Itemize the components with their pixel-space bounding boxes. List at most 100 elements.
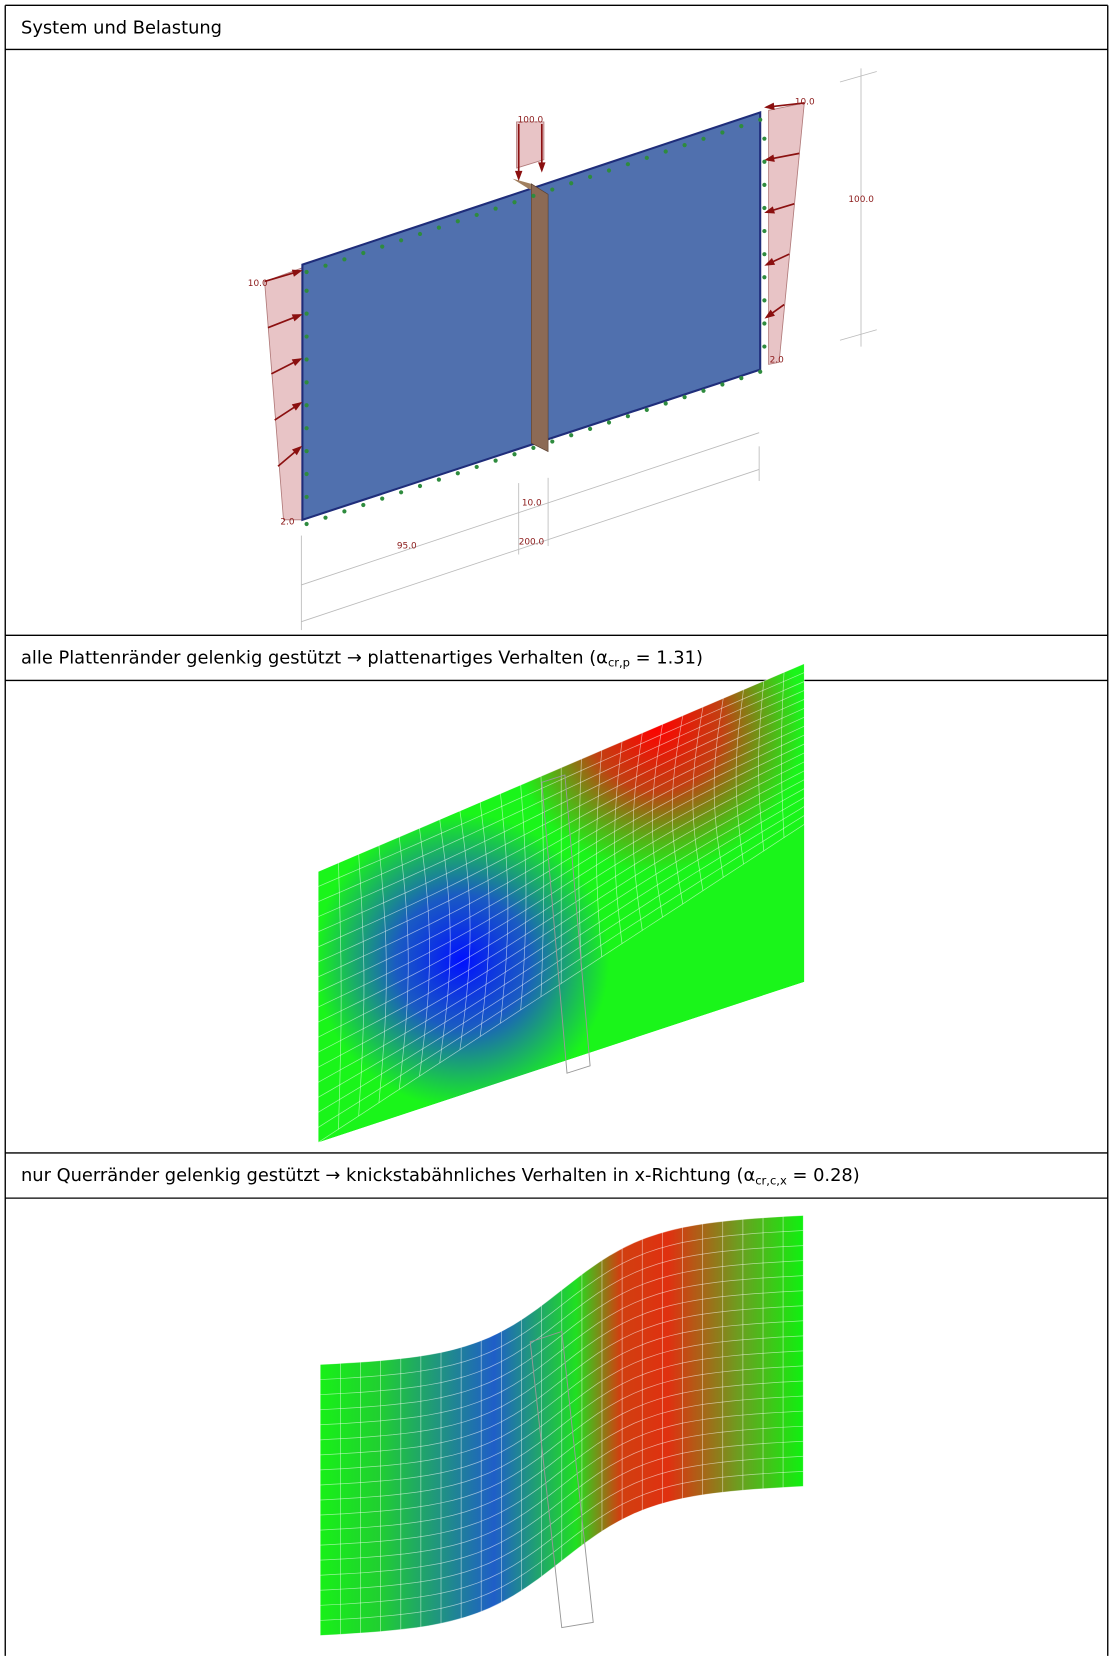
load-diagram [517,122,544,168]
support-dot [380,497,384,501]
support-dot [456,219,460,223]
support-dot [494,458,498,462]
support-dot [758,370,762,374]
caption: nur Querränder gelenkig gestützt → knick… [21,1165,860,1187]
support-dot [683,395,687,399]
support-dot [512,200,516,204]
dimension-label: 2.0 [770,356,784,366]
support-dot [418,484,422,488]
dimension-label: 100.0 [848,195,874,205]
support-dot [342,509,346,513]
support-dot [323,264,327,268]
support-dot [531,446,535,450]
support-dot [626,162,630,166]
buckling-mode-plate [294,651,819,1155]
support-dot [758,118,762,122]
system-figure: 100.0 10.0 2.0 10.0 2.0 100.0 10.0 95.0 … [248,68,877,630]
support-dot [588,175,592,179]
support-dot [683,143,687,147]
dimension-label: 10.0 [795,97,815,107]
support-dot [762,183,766,187]
arrow-head [767,208,774,213]
stiffener [531,184,548,452]
support-dot [475,213,479,217]
support-dot [418,232,422,236]
support-dot [626,414,630,418]
support-dot [456,471,460,475]
caption: alle Plattenränder gelenkig gestützt → p… [21,647,703,669]
caption-text: nur Querränder gelenkig gestützt → knick… [21,1165,743,1186]
caption-text: = 0.28) [787,1165,860,1186]
dimension-label: 10.0 [248,279,268,289]
dimension-label: 200.0 [519,537,545,547]
support-dot [720,382,724,386]
support-dot [305,403,309,407]
caption: System und Belastung [21,17,222,38]
support-dot [305,522,309,526]
load-diagram [769,103,805,364]
support-dot [399,490,403,494]
support-dot [762,160,766,164]
support-dot [701,137,705,141]
support-dot [762,229,766,233]
arrow-head [767,156,774,161]
support-dot [664,149,668,153]
caption-subscript: cr,c,x [755,1173,787,1187]
support-dot [762,206,766,210]
dimension-label: 2.0 [280,517,294,527]
support-dot [305,312,309,316]
support-dot [720,130,724,134]
support-dot [305,357,309,361]
support-dot [305,289,309,293]
support-dot [762,137,766,141]
dimension-label: 10.0 [522,499,542,509]
support-dot [361,251,365,255]
support-dot [475,465,479,469]
support-dot [342,257,346,261]
support-dot [305,426,309,430]
support-dot [607,420,611,424]
support-dot [645,408,649,412]
buckling-mode-column [320,1215,803,1635]
load-diagram [265,268,303,520]
support-dot [305,472,309,476]
support-dot [739,376,743,380]
arrow-head [539,163,544,170]
support-dot [494,206,498,210]
support-dot [739,124,743,128]
support-dot [512,452,516,456]
caption-symbol: α [596,647,608,668]
support-dot [305,449,309,453]
support-dot [361,503,365,507]
support-dot [762,344,766,348]
support-dot [323,516,327,520]
support-dot [305,270,309,274]
support-dot [437,478,441,482]
support-dot [305,495,309,499]
page: System und Belastung alle Plattenränder … [0,0,1113,1656]
support-dot [569,433,573,437]
support-dot [399,238,403,242]
caption-symbol: α [743,1165,755,1186]
support-dot [762,252,766,256]
arrow-head [516,172,521,179]
support-dot [305,334,309,338]
support-dot [569,181,573,185]
caption-text: alle Plattenränder gelenkig gestützt → p… [21,647,596,668]
support-dot [664,401,668,405]
support-dot [437,226,441,230]
dimension-label: 95.0 [397,542,417,552]
support-dot [607,168,611,172]
support-dot [645,156,649,160]
support-dot [762,275,766,279]
support-dot [550,439,554,443]
support-dot [701,389,705,393]
support-dot [550,187,554,191]
arrow-head [767,104,774,109]
dimension-label: 100.0 [518,115,544,125]
support-dot [588,427,592,431]
caption-subscript: cr,p [608,655,630,669]
support-dot [762,321,766,325]
caption-text: = 1.31) [630,647,703,668]
arrow-head [767,259,774,264]
